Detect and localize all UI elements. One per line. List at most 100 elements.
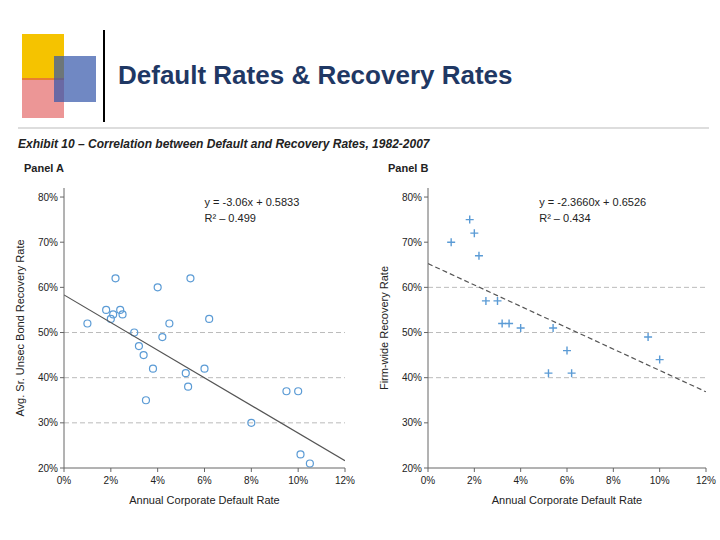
panel: Panel B0%2%4%6%8%10%12%20%30%40%50%60%70… [378, 162, 716, 506]
trend-line [428, 264, 706, 392]
scatter-point [475, 252, 483, 260]
scatter-point [549, 324, 557, 332]
x-tick [298, 468, 299, 472]
x-tick [659, 468, 660, 472]
y-tick [60, 242, 64, 243]
y-tick-label: 60% [38, 282, 58, 293]
scatter-point [656, 356, 664, 364]
scatter-point [182, 370, 189, 377]
y-axis-line [428, 188, 429, 468]
scatter-point [306, 460, 313, 467]
scatter-point [470, 229, 478, 237]
deco-line [103, 30, 105, 122]
scatter-point [544, 369, 552, 377]
scatter-point [295, 388, 302, 395]
x-tick [204, 468, 205, 472]
y-tick-label: 40% [402, 372, 422, 383]
scatter-point [103, 306, 110, 313]
x-axis-label: Annual Corporate Default Rate [129, 494, 279, 506]
y-tick [424, 377, 428, 378]
x-axis-label: Annual Corporate Default Rate [492, 494, 642, 506]
x-tick-label: 2% [104, 475, 119, 486]
x-tick-label: 2% [467, 475, 482, 486]
scatter-point [84, 320, 91, 327]
scatter-point [563, 347, 571, 355]
scatter-point [110, 311, 117, 318]
y-axis-label: Firm-wide Recovery Rate [378, 266, 390, 390]
y-tick [60, 197, 64, 198]
scatter-point [140, 352, 147, 359]
x-tick [157, 468, 158, 472]
x-tick [110, 468, 111, 472]
y-tick [424, 197, 428, 198]
deco-square [54, 56, 96, 102]
x-tick [567, 468, 568, 472]
annotation: R² – 0.499 [205, 212, 256, 224]
scatter-point [119, 311, 126, 318]
scatter-point [142, 397, 149, 404]
panel-label: Panel B [388, 162, 428, 174]
y-axis-label: Avg. Sr. Unsec Bond Recovery Rate [14, 239, 26, 416]
y-tick-label: 50% [38, 327, 58, 338]
x-tick-label: 4% [150, 475, 165, 486]
y-tick [424, 332, 428, 333]
y-tick [424, 242, 428, 243]
reference-line [428, 377, 706, 378]
separator [18, 128, 709, 129]
scatter-point [482, 297, 490, 305]
y-tick-label: 40% [38, 372, 58, 383]
x-tick [706, 468, 707, 472]
x-tick-label: 4% [513, 475, 528, 486]
x-tick [345, 468, 346, 472]
scatter-point [135, 343, 142, 350]
x-tick [474, 468, 475, 472]
chart-root: Default Rates & Recovery RatesExhibit 10… [0, 0, 720, 540]
y-tick [60, 468, 64, 469]
header-decoration [18, 30, 709, 128]
y-tick-label: 80% [38, 192, 58, 203]
y-axis-line [64, 188, 65, 468]
scatter-point [568, 369, 576, 377]
x-tick-label: 8% [606, 475, 621, 486]
y-tick [60, 422, 64, 423]
y-tick-label: 60% [402, 282, 422, 293]
scatter-point [505, 319, 513, 327]
x-tick [613, 468, 614, 472]
x-tick-label: 12% [335, 475, 355, 486]
y-tick-label: 20% [402, 463, 422, 474]
title: Default Rates & Recovery Rates [118, 60, 513, 90]
reference-line [428, 287, 706, 288]
y-tick-label: 70% [402, 237, 422, 248]
scatter-point [283, 388, 290, 395]
x-tick-label: 6% [560, 475, 575, 486]
scatter-point [159, 334, 166, 341]
y-tick-label: 70% [38, 237, 58, 248]
x-tick [428, 468, 429, 472]
reference-line [428, 332, 706, 333]
x-tick [64, 468, 65, 472]
plot-area [428, 216, 706, 392]
scatter-point [494, 297, 502, 305]
y-tick-label: 80% [402, 192, 422, 203]
panel-label: Panel A [24, 162, 64, 174]
scatter-point [447, 238, 455, 246]
scatter-point [498, 319, 506, 327]
annotation: y = -2.3660x + 0.6526 [539, 196, 646, 208]
x-tick-label: 0% [57, 475, 72, 486]
scatter-point [248, 419, 255, 426]
scatter-point [297, 451, 304, 458]
trend-line [64, 295, 345, 461]
y-tick-label: 30% [38, 417, 58, 428]
scatter-point [185, 383, 192, 390]
y-tick [60, 377, 64, 378]
panel: Panel A0%2%4%6%8%10%12%20%30%40%50%60%70… [14, 162, 355, 506]
scatter-point [201, 365, 208, 372]
x-tick-label: 10% [288, 475, 308, 486]
page: {"chart_data": [ { "type": "scatter", "t… [0, 0, 720, 540]
scatter-point [149, 365, 156, 372]
scatter-point [466, 216, 474, 224]
reference-line [64, 332, 345, 333]
x-tick [251, 468, 252, 472]
x-tick-label: 0% [421, 475, 436, 486]
scatter-point [166, 320, 173, 327]
